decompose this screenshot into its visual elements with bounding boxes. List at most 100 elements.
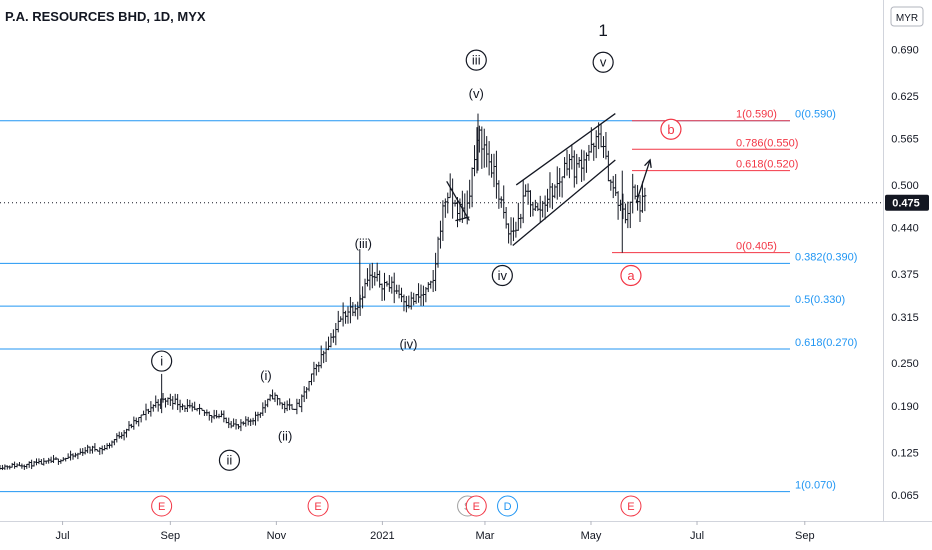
ohlc-bar <box>382 272 386 301</box>
ohlc-bar <box>127 421 131 432</box>
wave-label-text: iv <box>498 268 508 283</box>
ohlc-bar <box>368 264 372 291</box>
x-tick-label: May <box>581 530 602 542</box>
event-marker-dividend[interactable]: D <box>497 495 519 517</box>
ohlc-bar <box>244 416 248 427</box>
wave-label: (ii) <box>278 428 292 443</box>
wave-label: (i) <box>260 368 272 383</box>
ohlc-bar <box>409 291 413 310</box>
ohlc-bar <box>10 462 14 468</box>
ohlc-bar <box>144 403 148 421</box>
ohlc-bar <box>198 403 202 415</box>
ohlc-bar <box>210 414 214 423</box>
ohlc-bar <box>365 268 369 287</box>
ohlc-bar <box>482 128 486 168</box>
fibonacci-layer: 0(0.590) 0.382(0.390) 0.5(0.330) 0.618(0.27… <box>0 109 857 493</box>
ohlc-bar <box>533 199 537 211</box>
ohlc-bar <box>623 203 627 224</box>
ohlc-bar <box>251 417 255 425</box>
currency-badge-box[interactable] <box>890 6 924 27</box>
ohlc-bar <box>521 179 525 224</box>
ohlc-bar <box>149 401 153 417</box>
ohlc-bar <box>609 179 613 191</box>
wave-label-text: a <box>627 268 635 283</box>
ohlc-bar <box>417 283 421 303</box>
ohlc-bar <box>392 272 396 304</box>
ohlc-bar <box>592 142 596 161</box>
ohlc-bar <box>309 373 313 386</box>
ohlc-bar <box>66 453 70 460</box>
y-tick-label: 0.500 <box>891 180 919 192</box>
ohlc-bar <box>565 149 569 176</box>
ohlc-bar <box>171 396 175 410</box>
ohlc-bar <box>643 187 647 212</box>
event-marker-earnings[interactable]: E <box>151 495 173 517</box>
ohlc-bar <box>215 410 219 419</box>
ohlc-bar <box>473 145 477 177</box>
ohlc-bar <box>373 271 377 286</box>
ohlc-bar <box>239 419 243 432</box>
ohlc-bar <box>414 293 418 304</box>
ohlc-bar <box>626 201 630 229</box>
ohlc-bar <box>421 285 425 306</box>
ohlc-bar <box>351 302 355 317</box>
chart-title: P.A. RESOURCES BHD, 1D, MYX <box>5 9 206 24</box>
ohlc-bar <box>628 201 632 229</box>
ohlc-bar <box>494 150 498 199</box>
wave-label-circle <box>660 118 682 140</box>
ohlc-bar <box>132 416 136 430</box>
ohlc-bar <box>536 202 540 212</box>
wave-label-text: (iv) <box>399 336 417 351</box>
ohlc-bar <box>154 395 158 408</box>
ohlc-bar <box>234 418 238 430</box>
ohlc-bar <box>283 401 287 414</box>
ohlc-bar <box>443 198 447 218</box>
fib-ext-label: 0.618(0.520) <box>736 159 798 171</box>
ohlc-bar <box>577 157 581 168</box>
ohlc-bar <box>181 403 185 411</box>
wave-label-text: (v) <box>469 86 484 101</box>
fib-ext-label: 1(0.590) <box>736 109 777 121</box>
ohlc-bar <box>13 461 17 469</box>
wave-label: i <box>151 350 173 372</box>
ohlc-bar <box>499 196 503 208</box>
ohlc-bar <box>346 306 350 324</box>
ohlc-bar <box>263 400 267 413</box>
ohlc-bar <box>611 175 615 199</box>
wave-label-text: (ii) <box>278 428 292 443</box>
ohlc-bar <box>268 394 272 402</box>
ohlc-bar <box>438 220 442 249</box>
event-marker-earnings[interactable]: E <box>620 495 642 517</box>
trendline <box>455 216 470 222</box>
fib-ext-label: 0.786(0.550) <box>736 137 798 149</box>
ohlc-bar <box>387 275 391 292</box>
wave-label: ii <box>218 449 241 471</box>
event-marker-earnings[interactable]: E <box>307 495 329 517</box>
wave-label: a <box>620 264 642 287</box>
wave-label-text: ii <box>227 453 233 468</box>
ohlc-bar <box>261 402 265 416</box>
ohlc-bar <box>222 410 226 423</box>
event-marker-earnings[interactable]: E <box>465 495 487 517</box>
wave-label: (iii) <box>355 236 372 251</box>
ohlc-bar <box>329 333 333 348</box>
ohlc-bar <box>451 178 455 219</box>
ohlc-bar <box>86 444 90 454</box>
ohlc-bar <box>297 398 301 408</box>
ohlc-bar <box>176 394 180 411</box>
wave-label-circle <box>592 51 614 73</box>
event-marker-circle <box>307 495 329 517</box>
ohlc-bar <box>42 457 46 466</box>
ohlc-bar <box>412 292 416 306</box>
fib-level-label: 0.618(0.270) <box>795 337 857 349</box>
wave-label-text: v <box>600 55 607 70</box>
ohlc-bar <box>54 456 58 460</box>
wave-label: 1 <box>598 21 607 40</box>
ohlc-bar <box>511 217 515 242</box>
fib-level-label: 1(0.070) <box>795 480 836 492</box>
wave-label: (iv) <box>399 336 417 351</box>
ohlc-bar <box>273 392 277 403</box>
x-tick-label: Sep <box>161 530 181 542</box>
